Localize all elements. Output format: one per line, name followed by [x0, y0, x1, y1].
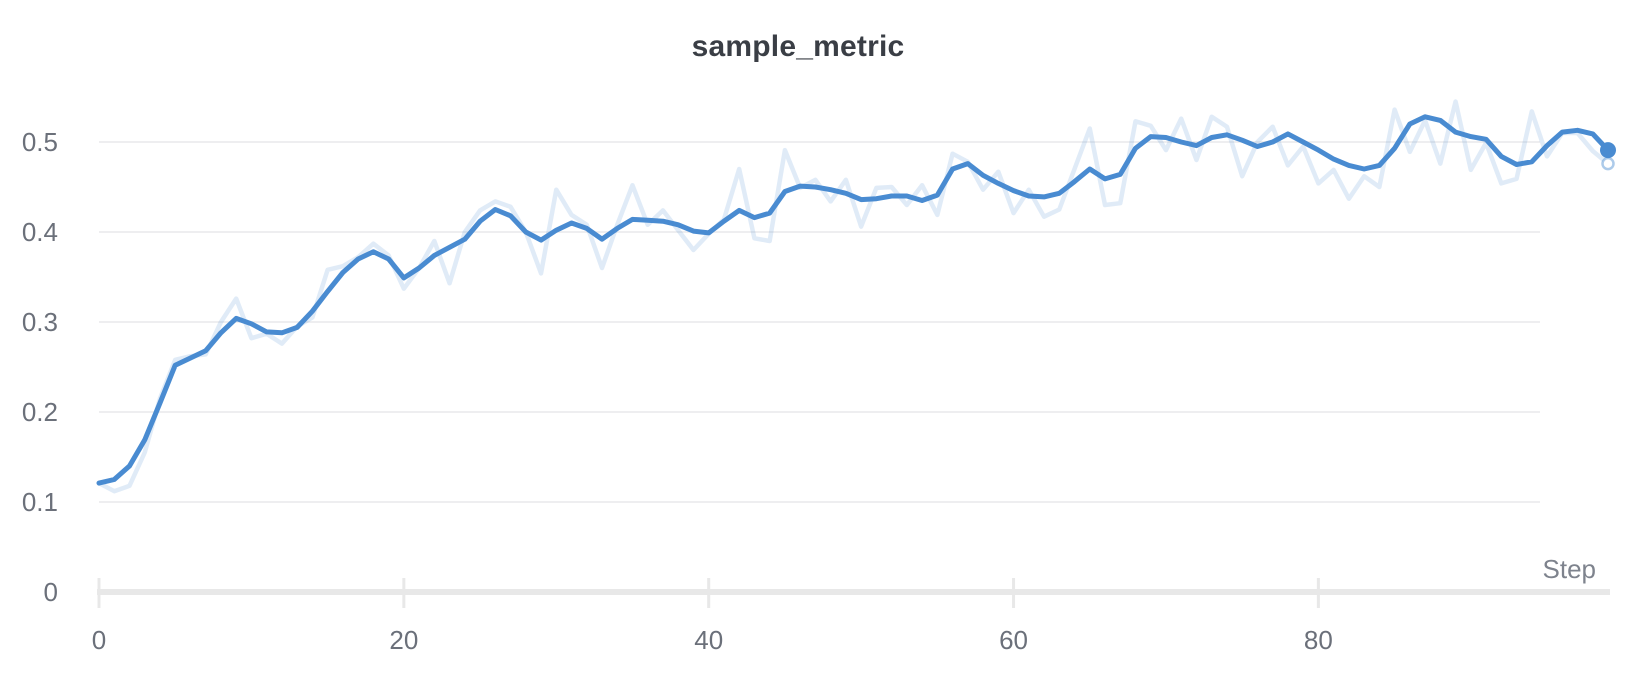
x-axis-baseline — [97, 589, 1610, 595]
x-axis-title: Step — [1543, 554, 1597, 584]
x-tick-label: 80 — [1304, 625, 1333, 655]
x-tick — [97, 578, 101, 608]
y-tick-label: 0.1 — [22, 487, 58, 517]
smoothed-last-point-dot[interactable] — [1600, 142, 1616, 159]
x-tick — [402, 578, 406, 608]
smoothed-series-line[interactable] — [96, 114, 1611, 486]
x-tick — [1316, 578, 1320, 608]
x-tick — [1012, 578, 1016, 608]
x-tick-label: 60 — [999, 625, 1028, 655]
y-tick-label: 0.4 — [22, 217, 58, 247]
raw-series-line[interactable] — [96, 99, 1611, 494]
x-tick-label: 40 — [694, 625, 723, 655]
x-tick — [707, 578, 711, 608]
x-tick-label: 20 — [389, 625, 418, 655]
x-tick-label: 0 — [92, 625, 106, 655]
y-tick-label: 0 — [44, 577, 58, 607]
y-tick-label: 0.2 — [22, 397, 58, 427]
y-tick-label: 0.5 — [22, 127, 58, 157]
raw-last-point-dot[interactable] — [1601, 156, 1615, 171]
y-tick-label: 0.3 — [22, 307, 58, 337]
